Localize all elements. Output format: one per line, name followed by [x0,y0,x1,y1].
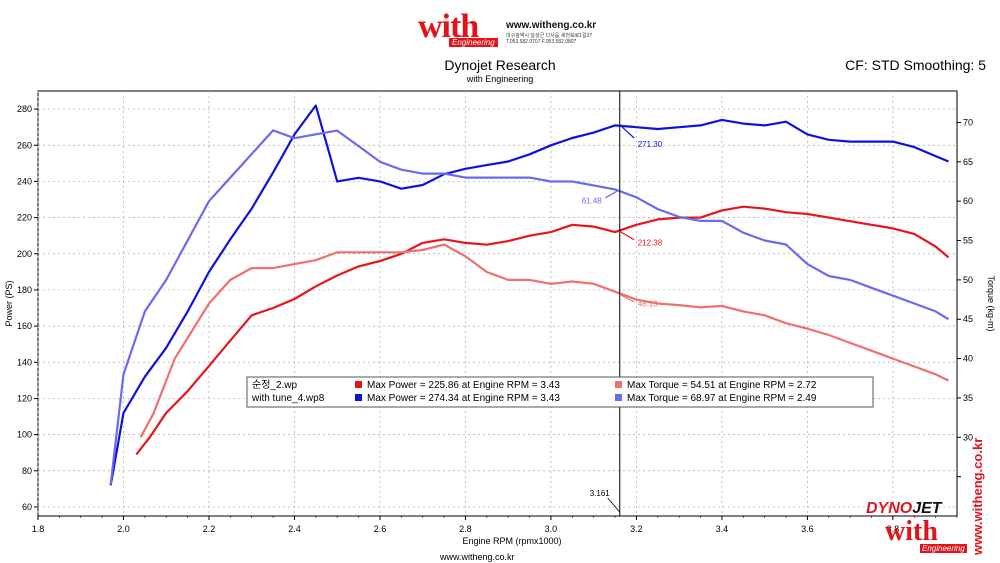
cursor-value-label: 61.48 [582,197,603,206]
legend-swatch [355,381,362,388]
y-tick-label: 280 [17,104,32,114]
legend-swatch [355,394,362,401]
x-tick-label: 2.8 [459,524,472,534]
dynojet-logo-red: DYNO [866,500,913,517]
y2-tick-label: 40 [963,354,973,364]
y2-tick-label: 35 [963,393,973,403]
cf-smoothing-info: CF: STD Smoothing: 5 [845,57,986,73]
footer-brand-logo: with [885,516,938,547]
y2-tick-label: 60 [963,196,973,206]
legend-file-name: 순정_2.wp [252,379,298,391]
chart-title: Dynojet Research [444,57,556,73]
cursor-value-label: 48.13 [638,300,659,309]
y-axis-label: Power (PS) [4,280,14,326]
cursor-value-pointer [605,189,621,199]
cursor-value-label: 271.30 [638,140,663,149]
legend-entry: Max Power = 274.34 at Engine RPM = 3.43 [367,393,560,404]
y-tick-label: 180 [17,285,32,295]
chart-header: with Engineering www.witheng.co.kr 대구광역시… [0,0,1000,90]
y-tick-label: 100 [17,430,32,440]
x-tick-label: 3.8 [887,524,900,534]
x-tick-label: 3.0 [545,524,558,534]
y2-tick-label: 50 [963,275,973,285]
footer-brand-logo-sub: Engineering [920,544,967,553]
cursor-value-pointer [619,294,635,303]
legend-box [246,376,874,408]
y2-tick-label: 70 [963,117,973,127]
x-axis-label: Engine RPM (rpmx1000) [462,536,561,546]
legend-entry: Max Torque = 68.97 at Engine RPM = 2.49 [627,393,817,404]
x-tick-label: 3.6 [801,524,814,534]
y2-tick-label: 55 [963,236,973,246]
y-tick-label: 140 [17,357,32,367]
y2-axis-label: Torque (kg-m) [986,275,996,331]
y-tick-label: 60 [22,502,32,512]
side-url: www.witheng.co.kr [970,437,985,555]
series-line-0 [135,205,950,456]
dynojet-logo: DYNOJET [866,500,942,518]
cursor-value-label: 212.38 [638,238,663,247]
cursor-value-pointer [619,230,635,241]
y-tick-label: 80 [22,466,32,476]
series-line-3 [109,129,950,485]
y2-tick-label: 45 [963,314,973,324]
plot-area [37,90,958,517]
site-url: www.witheng.co.kr [506,20,597,31]
x-tick-label: 2.0 [117,524,130,534]
cursor-value-pointer [619,124,635,139]
x-tick-label: 2.2 [203,524,216,534]
y-tick-label: 260 [17,140,32,150]
series-line-2 [139,243,949,438]
y-tick-label: 220 [17,213,32,223]
y2-tick-label: 30 [963,432,973,442]
x-tick-label: 2.6 [374,524,387,534]
legend-swatch [615,394,622,401]
bottom-url: www.witheng.co.kr [440,552,515,562]
x-tick-label: 2.4 [288,524,301,534]
cursor-label: 3.161 [590,489,611,498]
site-address: 대구광역시 달성군 다사읍 세천북로1길37 T.053.582.0707 F.… [506,33,593,45]
y-tick-label: 200 [17,249,32,259]
series-line-1 [109,104,949,486]
legend-swatch [615,381,622,388]
x-tick-label: 1.8 [32,524,45,534]
y-tick-label: 120 [17,393,32,403]
chart-subtitle: with Engineering [466,74,534,84]
cursor-arrow [607,497,621,513]
legend-entry: Max Torque = 54.51 at Engine RPM = 2.72 [627,380,817,391]
legend-entry: Max Power = 225.86 at Engine RPM = 3.43 [367,380,560,391]
x-tick-label: 3.4 [716,524,729,534]
dynojet-logo-dark: JET [912,500,942,517]
y-tick-label: 240 [17,176,32,186]
y2-tick-label: 65 [963,157,973,167]
x-tick-label: 3.2 [630,524,643,534]
brand-logo-sub: Engineering [449,38,498,47]
legend-file-name: with tune_4.wp8 [251,393,325,404]
y-tick-label: 160 [17,321,32,331]
